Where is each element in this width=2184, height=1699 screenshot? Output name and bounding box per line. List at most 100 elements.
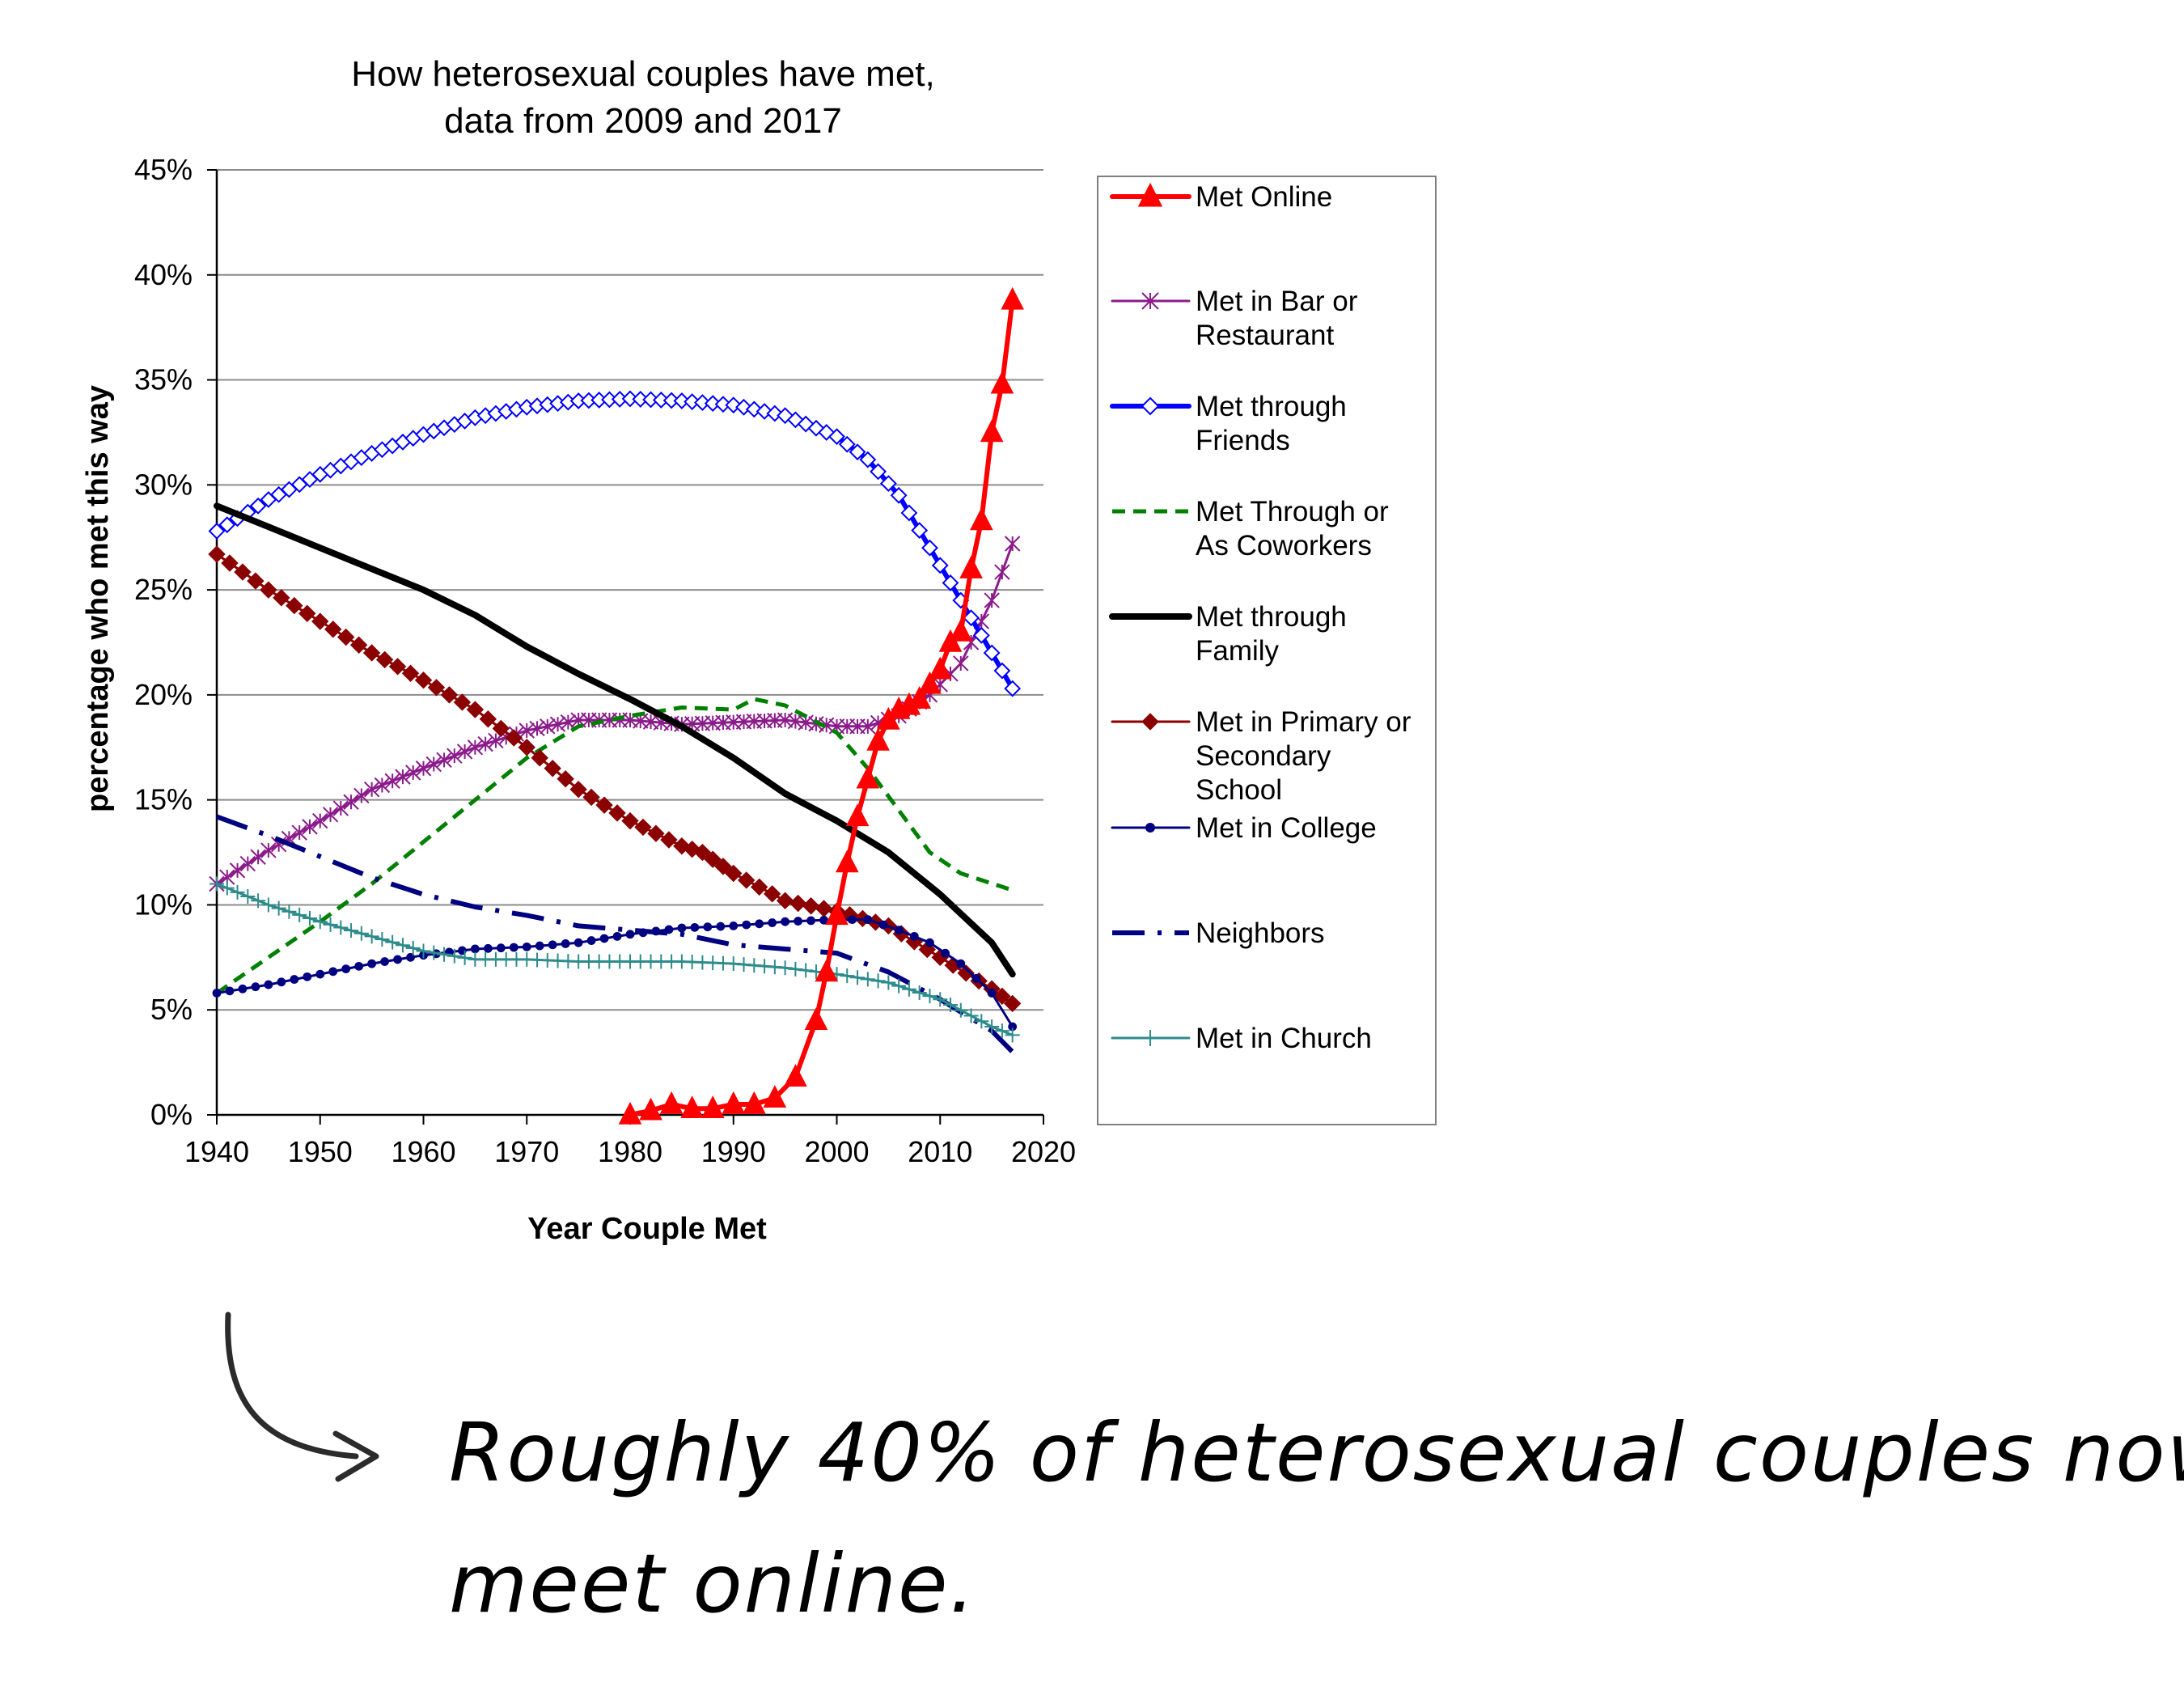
legend-label: Neighbors — [1196, 917, 1325, 949]
data-point — [302, 911, 317, 926]
data-point — [467, 739, 484, 756]
data-point — [984, 592, 1000, 608]
legend-entry: Met in College — [1111, 812, 1377, 844]
data-point — [470, 944, 480, 954]
data-point — [374, 777, 391, 794]
data-point — [788, 961, 803, 977]
data-point — [281, 904, 297, 919]
data-point — [414, 672, 433, 689]
annotation-text: Roughly 40% of heterosexual couples now — [449, 1405, 2184, 1500]
y-axis-label: percentage who met this way — [81, 385, 115, 812]
data-point — [298, 604, 316, 623]
chart-title: How heterosexual couples have met, data f… — [351, 54, 935, 141]
data-point — [557, 770, 574, 788]
data-point — [453, 693, 472, 711]
data-point — [395, 769, 411, 785]
data-point — [894, 926, 904, 934]
data-point — [251, 982, 260, 992]
data-point — [922, 989, 938, 1004]
series-met-through-family — [214, 502, 1016, 978]
data-point — [798, 963, 814, 978]
data-point — [908, 685, 932, 709]
data-point — [1005, 1027, 1020, 1043]
data-point — [925, 938, 934, 947]
title-line: data from 2009 and 2017 — [444, 101, 842, 141]
data-point — [838, 435, 856, 453]
legend-label: Met Through or — [1196, 496, 1389, 527]
data-point — [324, 621, 342, 638]
data-point — [290, 975, 299, 984]
data-point — [353, 926, 369, 941]
data-point — [647, 824, 665, 842]
data-point — [375, 650, 394, 669]
data-point — [784, 1064, 807, 1087]
data-point — [549, 716, 566, 732]
data-point — [738, 871, 756, 889]
series-met-online — [618, 286, 1024, 1125]
data-point — [333, 920, 349, 935]
legend-entry: Met Online — [1110, 181, 1332, 213]
data-point — [714, 396, 732, 413]
data-point — [802, 897, 820, 915]
data-point — [393, 955, 402, 964]
data-point — [561, 939, 570, 948]
data-point — [380, 957, 389, 966]
data-point — [518, 722, 535, 739]
data-point — [336, 628, 355, 646]
data-point — [781, 917, 790, 926]
data-point — [993, 987, 1011, 1006]
data-point — [273, 589, 290, 607]
data-point — [704, 395, 722, 413]
data-point — [208, 523, 226, 540]
data-point — [1008, 1022, 1018, 1032]
data-point — [367, 959, 377, 968]
data-point — [595, 796, 613, 814]
x-tick-label: 2020 — [1011, 1135, 1076, 1168]
y-tick-label: 0% — [150, 1098, 193, 1131]
data-point — [891, 978, 907, 994]
data-point — [426, 945, 442, 960]
data-point — [302, 819, 318, 835]
data-point — [466, 701, 485, 718]
data-point — [505, 729, 523, 747]
legend-label: Met Online — [1196, 181, 1332, 213]
data-point — [931, 557, 949, 574]
data-point — [680, 1095, 704, 1118]
data-point — [984, 1019, 1000, 1034]
data-point — [240, 889, 256, 905]
data-point — [405, 940, 421, 955]
data-point — [953, 1002, 968, 1018]
data-point — [703, 922, 713, 932]
data-point — [416, 943, 431, 959]
series-lines — [208, 286, 1024, 1125]
data-point — [544, 760, 561, 777]
data-point — [401, 664, 420, 682]
data-point — [1001, 286, 1024, 310]
data-point — [806, 916, 815, 926]
data-point — [277, 977, 286, 987]
data-point — [993, 662, 1011, 680]
data-point — [828, 428, 845, 446]
data-point — [230, 884, 245, 900]
data-point — [912, 985, 927, 1000]
series-met-in-college — [212, 915, 1018, 1032]
data-point — [957, 964, 975, 982]
legend-label: Family — [1196, 635, 1280, 667]
data-point — [531, 749, 548, 767]
y-tick-label: 35% — [134, 363, 193, 396]
data-point — [690, 922, 700, 932]
data-point — [625, 930, 635, 939]
data-point — [881, 975, 896, 990]
y-tick-label: 10% — [134, 888, 193, 921]
series-line — [215, 697, 1014, 995]
data-point — [974, 1014, 989, 1029]
data-point — [311, 612, 329, 630]
data-point — [840, 968, 855, 984]
data-point — [766, 405, 784, 422]
data-point — [726, 956, 741, 972]
data-point — [349, 636, 368, 654]
legend-label: As Coworkers — [1196, 530, 1372, 561]
data-point — [234, 563, 252, 581]
legend-marker — [1141, 396, 1160, 416]
